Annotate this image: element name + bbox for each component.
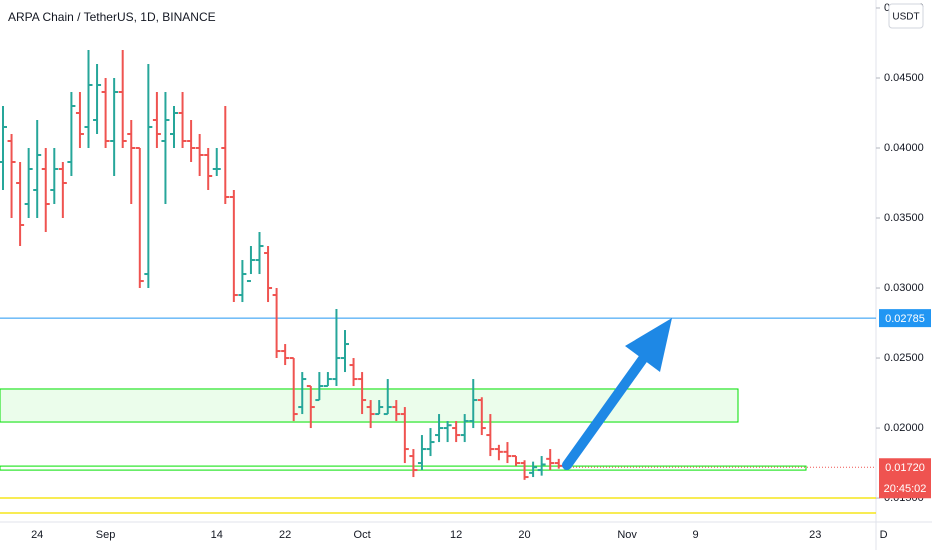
ohlc-bar bbox=[298, 372, 307, 415]
ohlc-bar bbox=[400, 407, 409, 464]
ohlc-bar bbox=[426, 428, 435, 457]
x-tick-label: 9 bbox=[692, 529, 698, 541]
ohlc-bar bbox=[332, 309, 341, 387]
ohlc-bar bbox=[0, 105, 7, 191]
ohlc-bar bbox=[477, 397, 486, 436]
ohlc-bar bbox=[135, 147, 144, 289]
resistance-label: 0.02785 bbox=[885, 313, 925, 325]
ohlc-bar bbox=[7, 134, 16, 219]
ohlc-bar bbox=[58, 162, 67, 219]
x-tick-label: 22 bbox=[279, 529, 291, 541]
x-tick-label: 14 bbox=[211, 529, 223, 541]
ohlc-bar bbox=[204, 148, 213, 191]
ohlc-bar bbox=[469, 379, 478, 429]
ohlc-bar bbox=[152, 91, 161, 149]
ohlc-bar bbox=[366, 400, 375, 429]
x-tick-label: 24 bbox=[31, 529, 43, 541]
currency-button[interactable] bbox=[888, 3, 924, 29]
ohlc-bar bbox=[93, 63, 102, 135]
ohlc-bar bbox=[315, 372, 324, 402]
ohlc-bar bbox=[494, 444, 503, 461]
currency-label[interactable]: USDT bbox=[892, 12, 919, 23]
y-tick-label: 0.02500 bbox=[884, 352, 924, 364]
ohlc-bar bbox=[383, 379, 392, 416]
last-price-tag bbox=[879, 458, 931, 499]
x-tick-label: 23 bbox=[809, 529, 821, 541]
ohlc-bar bbox=[264, 246, 273, 303]
ohlc-bar bbox=[546, 449, 555, 471]
ohlc-bar bbox=[41, 148, 50, 233]
ohlc-bar bbox=[84, 49, 93, 149]
chart-title: ARPA Chain / TetherUS, 1D, BINANCE bbox=[8, 10, 216, 24]
x-tick-label: Nov bbox=[617, 529, 637, 541]
ohlc-bar bbox=[246, 246, 255, 283]
ohlc-bar bbox=[127, 119, 136, 205]
ohlc-bar bbox=[67, 91, 76, 177]
ohlc-bar bbox=[358, 372, 367, 415]
ohlc-bar bbox=[392, 400, 401, 422]
ohlc-bar bbox=[144, 63, 153, 289]
resistance-tag bbox=[879, 309, 931, 328]
ohlc-bar bbox=[229, 190, 238, 303]
ohlc-bar bbox=[323, 372, 332, 388]
arrow bbox=[562, 318, 672, 470]
ohlc-bar bbox=[170, 105, 178, 149]
ohlc-bar bbox=[417, 435, 426, 471]
arrow-shaft bbox=[562, 351, 650, 470]
ohlc-bar bbox=[212, 148, 221, 177]
arrow-head bbox=[625, 318, 672, 372]
ohlc-bar bbox=[255, 232, 264, 275]
ohlc-bar bbox=[178, 91, 187, 149]
ohlc-bar bbox=[281, 344, 290, 366]
y-tick-label: 0.03000 bbox=[884, 282, 924, 294]
ohlc-bar bbox=[75, 91, 84, 149]
ohlc-bar bbox=[409, 449, 418, 478]
ohlc-bar bbox=[503, 442, 512, 464]
ohlc-bar bbox=[529, 461, 538, 478]
x-tick-label: 12 bbox=[450, 529, 462, 541]
ohlc-bar bbox=[452, 421, 461, 443]
support-line bbox=[0, 465, 807, 471]
ohlc-bar bbox=[443, 421, 452, 443]
ohlc-bar bbox=[16, 162, 25, 247]
y-tick-label: 0.03500 bbox=[884, 212, 924, 224]
ohlc-bar bbox=[110, 77, 119, 177]
ohlc-bar bbox=[195, 134, 204, 177]
ohlc-bar bbox=[512, 455, 520, 466]
x-tick-label: D bbox=[880, 529, 888, 541]
ohlc-bar bbox=[238, 260, 247, 303]
ohlc-bar bbox=[221, 105, 230, 205]
ohlc-bar bbox=[460, 414, 469, 443]
ohlc-bar bbox=[306, 385, 315, 429]
ohlc-bar bbox=[101, 77, 110, 149]
ohlc-bar bbox=[537, 456, 546, 476]
plot: 0.015000.020000.025000.030000.035000.040… bbox=[0, 2, 931, 541]
ohlc-bar bbox=[520, 460, 529, 480]
ohlc-bar bbox=[435, 414, 444, 443]
x-tick-label: 20 bbox=[518, 529, 530, 541]
x-tick-label: Oct bbox=[354, 529, 371, 541]
ohlc-bar bbox=[272, 288, 281, 359]
countdown-label: 20:45:02 bbox=[884, 483, 927, 495]
y-tick-label: 0.04000 bbox=[884, 142, 924, 154]
ohlc-bar bbox=[33, 119, 42, 219]
ohlc-bar bbox=[486, 414, 495, 457]
ohlc-bar bbox=[375, 400, 384, 416]
ohlc-bar bbox=[24, 148, 33, 219]
ohlc-bar bbox=[161, 91, 170, 205]
ohlc-bar bbox=[50, 148, 59, 205]
x-tick-label: Sep bbox=[96, 529, 116, 541]
zone bbox=[0, 388, 739, 423]
ohlc-bar bbox=[187, 119, 196, 163]
y-tick-label: 0.04500 bbox=[884, 72, 924, 84]
ohlc-bar bbox=[349, 358, 358, 387]
ohlc-bar bbox=[341, 330, 349, 373]
last-price-label: 0.01720 bbox=[885, 462, 925, 474]
ohlc-bar bbox=[118, 49, 127, 149]
ohlc-bar bbox=[289, 357, 298, 422]
y-tick-label: 0.02000 bbox=[884, 422, 924, 434]
